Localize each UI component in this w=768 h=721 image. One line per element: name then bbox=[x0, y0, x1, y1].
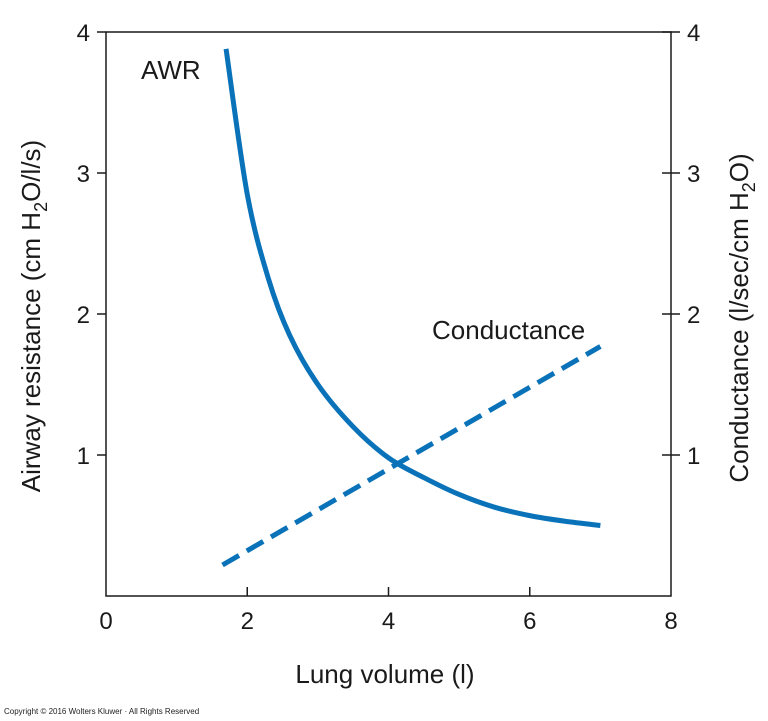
series-layer bbox=[221, 48, 602, 568]
x-tick-label: 0 bbox=[99, 608, 112, 635]
x-axis-title: Lung volume (l) bbox=[295, 659, 474, 689]
y-right-tick-label: 1 bbox=[687, 443, 700, 470]
x-tick-label: 6 bbox=[523, 608, 536, 635]
y-right-tick-label: 2 bbox=[687, 302, 700, 329]
y-right-tick-label: 4 bbox=[687, 20, 700, 47]
y-left-tick-label: 1 bbox=[77, 443, 90, 470]
y-axis-title-left: Airway resistance (cm H2O/l/s) bbox=[16, 140, 51, 492]
series-label-conductance: Conductance bbox=[432, 315, 585, 345]
y-right-tick-label: 3 bbox=[687, 161, 700, 188]
y-left-tick-label: 4 bbox=[77, 20, 90, 47]
x-tick-label: 2 bbox=[241, 608, 254, 635]
y-left-tick-label: 2 bbox=[77, 302, 90, 329]
x-tick-label: 8 bbox=[664, 608, 677, 635]
series-line-awr bbox=[223, 48, 601, 528]
x-tick-label: 4 bbox=[382, 608, 395, 635]
copyright-notice: Copyright © 2016 Wolters Kluwer · All Ri… bbox=[4, 707, 200, 716]
y-left-tick-label: 3 bbox=[77, 161, 90, 188]
ticks: 0 2 4 6 8 1 2 3 4 1 2 3 4 bbox=[77, 20, 701, 635]
series-line-conductance bbox=[221, 344, 602, 568]
series-label-awr: AWR bbox=[141, 55, 201, 85]
y-axis-title-right: Conductance (l/sec/cm H2O) bbox=[724, 153, 759, 482]
plot-frame bbox=[105, 31, 672, 597]
chart: 0 2 4 6 8 1 2 3 4 1 2 3 4 AWR Conductance Lung volum… bbox=[16, 20, 759, 689]
